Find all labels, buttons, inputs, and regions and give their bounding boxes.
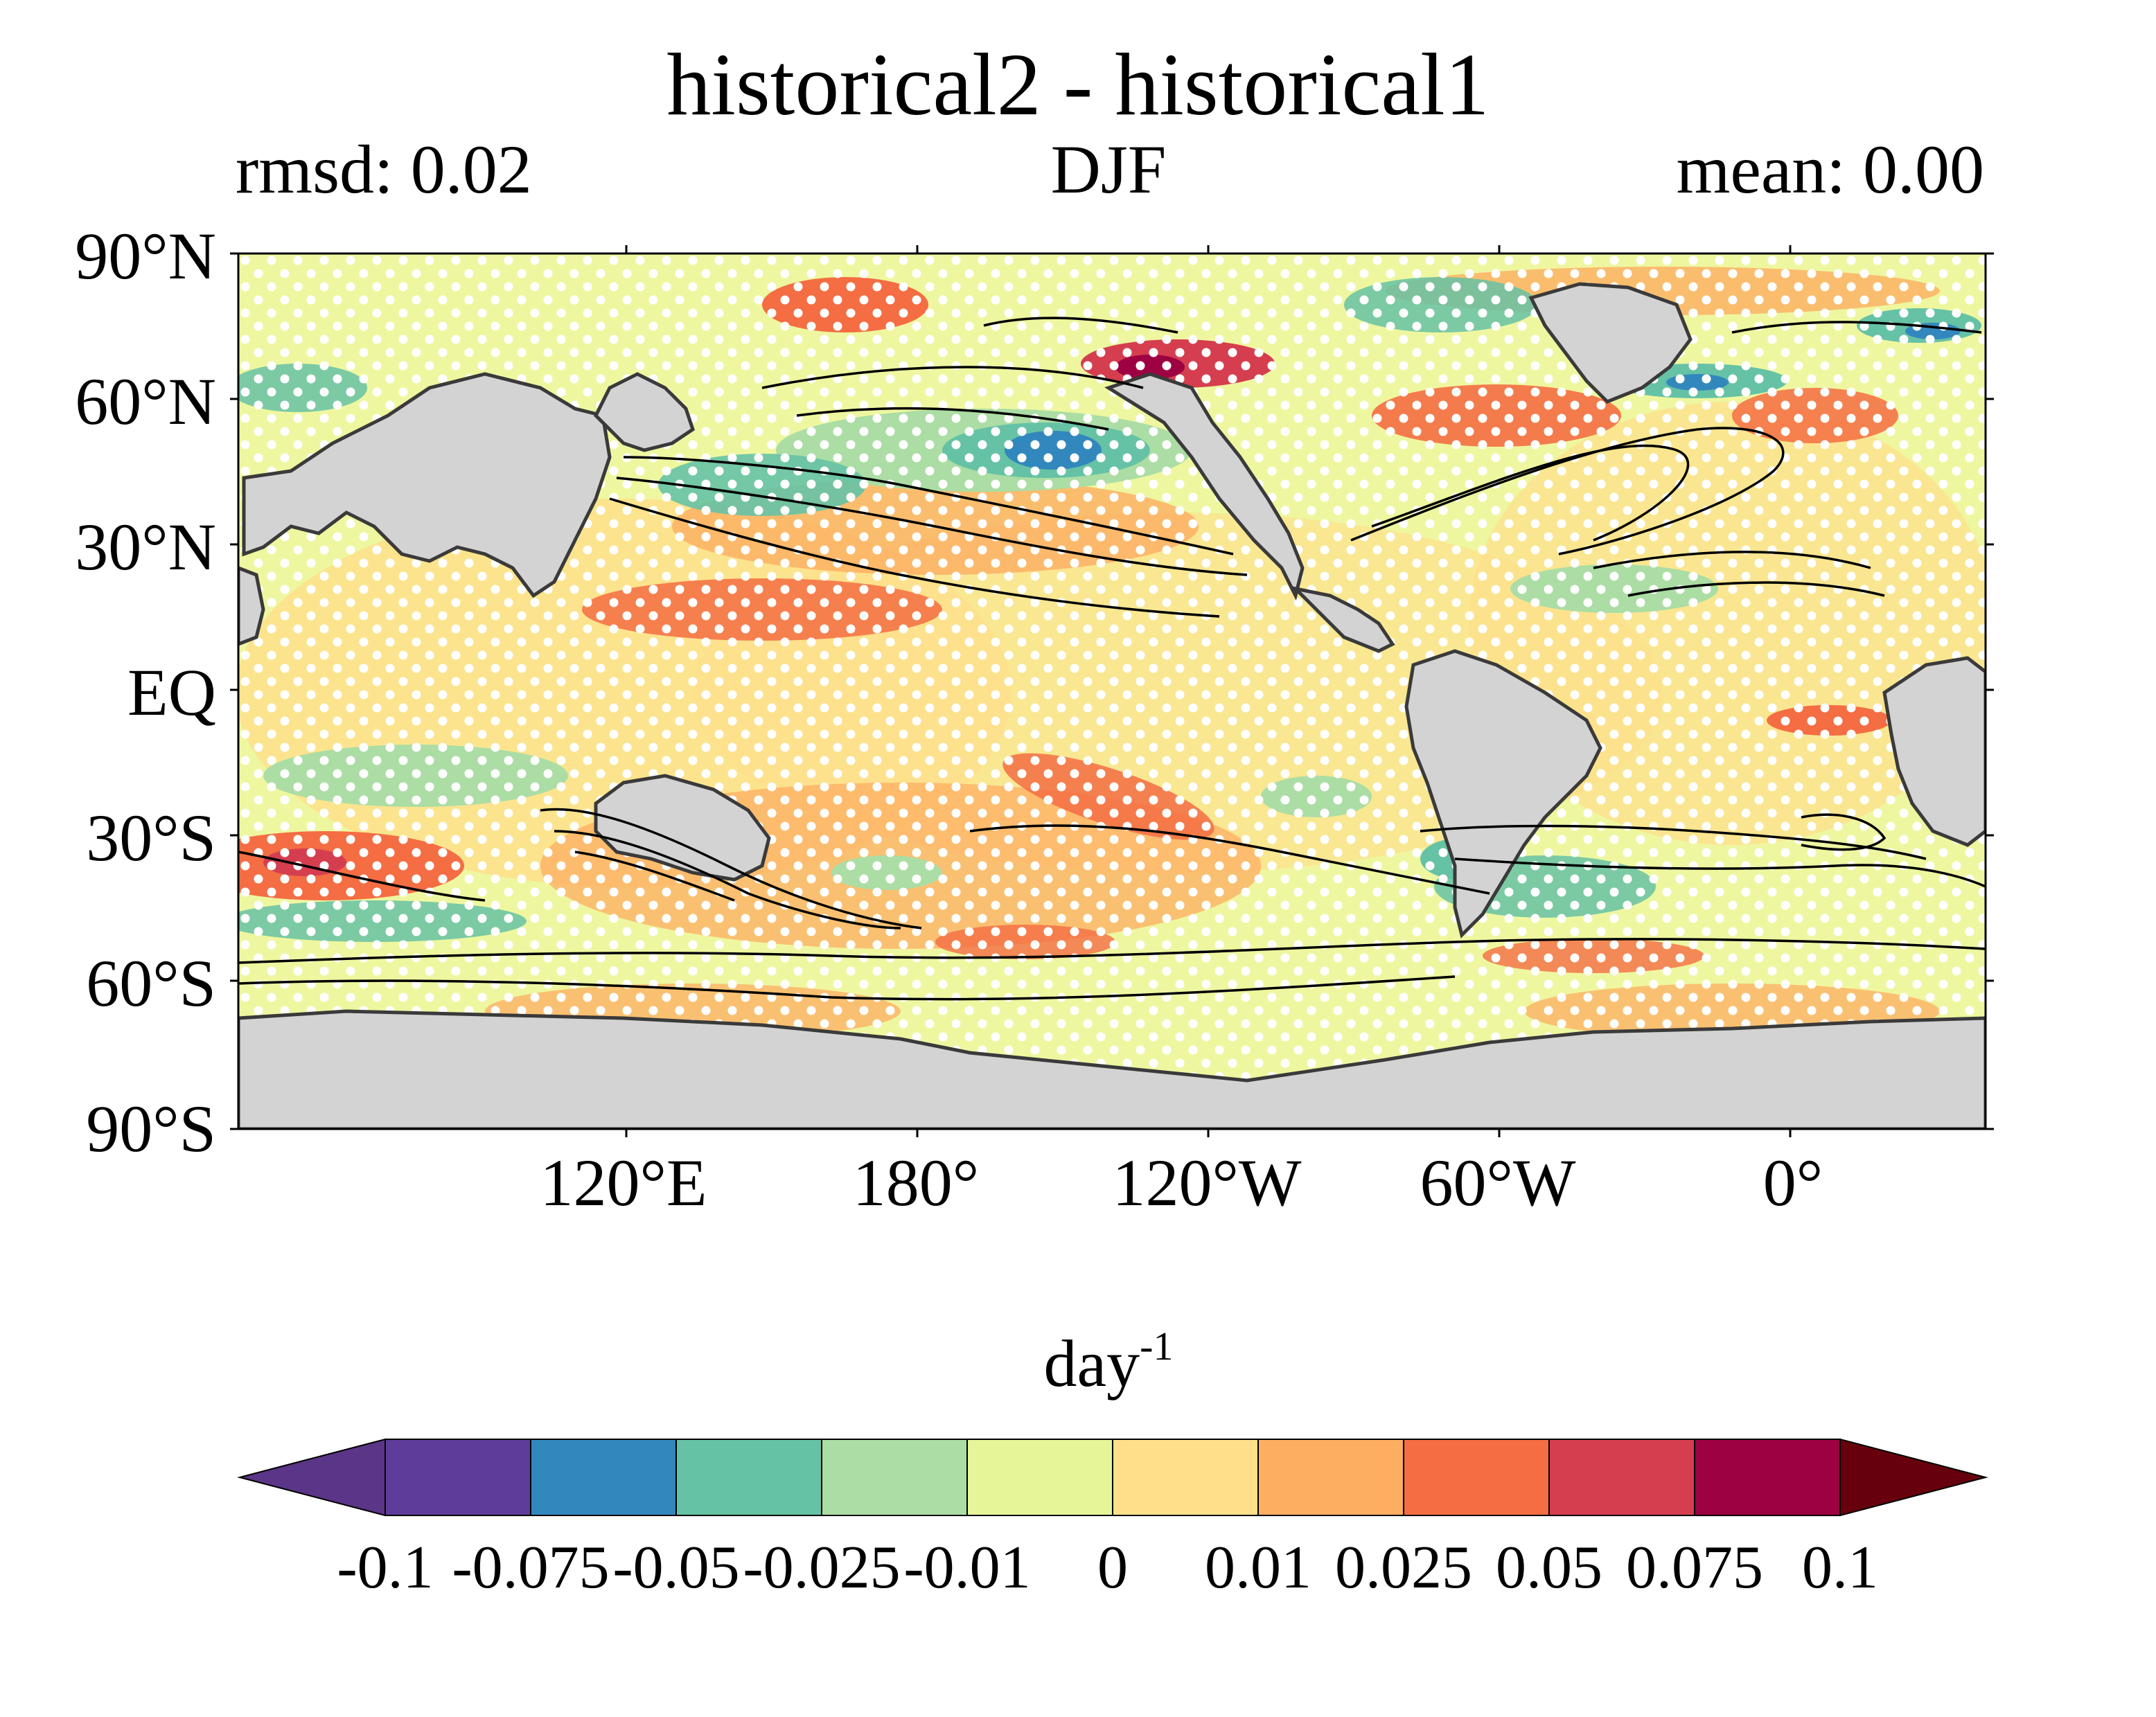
colorbar-tick-5: 0 <box>1097 1534 1128 1601</box>
colorbar-tick-6: 0.01 <box>1205 1534 1311 1601</box>
colorbar-bin-4 <box>966 1439 1113 1516</box>
colorbar-tick-2: -0.05 <box>612 1534 740 1601</box>
lon-tick-120w: 120°W <box>1112 1146 1302 1220</box>
siberia-land <box>593 372 695 452</box>
colorbar-unit-label: day-1 <box>0 1326 2156 1397</box>
mexico-land <box>1290 585 1395 653</box>
lat-tick-90s: 90°S <box>86 1092 216 1166</box>
africa-land <box>1882 656 1986 847</box>
tick-marks <box>230 245 1994 1137</box>
colorbar-over-triangle <box>1839 1438 1988 1517</box>
colorbar-unit: day <box>1043 1326 1140 1400</box>
lat-tick-30s: 30°S <box>86 801 216 875</box>
colorbar-bin-8 <box>1548 1439 1695 1516</box>
colorbar-tick-3: -0.025 <box>743 1534 901 1601</box>
greenland-land <box>1528 282 1693 404</box>
asia-land <box>242 372 612 598</box>
rmsd-label: rmsd: 0.02 <box>236 131 532 208</box>
colorbar-tick-4: -0.01 <box>903 1534 1031 1601</box>
colorbar-bin-2 <box>675 1439 822 1516</box>
colorbar-tick-1: -0.075 <box>452 1534 610 1601</box>
colorbar-bin-1 <box>530 1439 677 1516</box>
lon-tick-0: 0° <box>1762 1146 1823 1220</box>
colorbar-tick-0: -0.1 <box>337 1534 434 1601</box>
lat-tick-60s: 60°S <box>86 946 216 1020</box>
lon-tick-60w: 60°W <box>1420 1146 1576 1220</box>
colorbar-tick-8: 0.05 <box>1496 1534 1602 1601</box>
lat-tick-60n: 60°N <box>75 364 216 438</box>
antarctica-land <box>238 1009 1986 1129</box>
colorbar-unit-exponent: -1 <box>1140 1324 1174 1369</box>
colorbar-bin-9 <box>1694 1439 1841 1516</box>
colorbar-bin-6 <box>1257 1439 1404 1516</box>
lat-tick-90n: 90°N <box>75 219 216 293</box>
colorbar-bin-5 <box>1112 1439 1259 1516</box>
northwest-america-land <box>1104 372 1305 601</box>
lat-tick-30n: 30°N <box>75 510 216 584</box>
lon-tick-120e: 120°E <box>540 1146 707 1220</box>
colorbar-bin-7 <box>1403 1439 1550 1516</box>
map-frame <box>237 252 1987 1130</box>
australia-land <box>594 774 771 882</box>
lat-tick-eq: EQ <box>127 655 216 729</box>
colorbar-bin-3 <box>821 1439 968 1516</box>
colorbar-under-triangle <box>237 1438 386 1517</box>
colorbar-tick-10: 0.1 <box>1802 1534 1878 1601</box>
west-africa-land <box>238 566 265 646</box>
mean-label: mean: 0.00 <box>1676 131 1984 208</box>
plot-title: historical2 - historical1 <box>666 35 1490 134</box>
colorbar-bin-0 <box>385 1439 531 1516</box>
colorbar <box>237 1438 1988 1517</box>
map-area <box>238 253 1986 1129</box>
lon-tick-180: 180° <box>852 1146 980 1220</box>
contour-lines <box>238 317 1986 1001</box>
season-label: DJF <box>1050 131 1167 208</box>
colorbar-tick-9: 0.075 <box>1626 1534 1763 1601</box>
colorbar-tick-7: 0.025 <box>1335 1534 1472 1601</box>
land-masses <box>238 282 1986 1129</box>
